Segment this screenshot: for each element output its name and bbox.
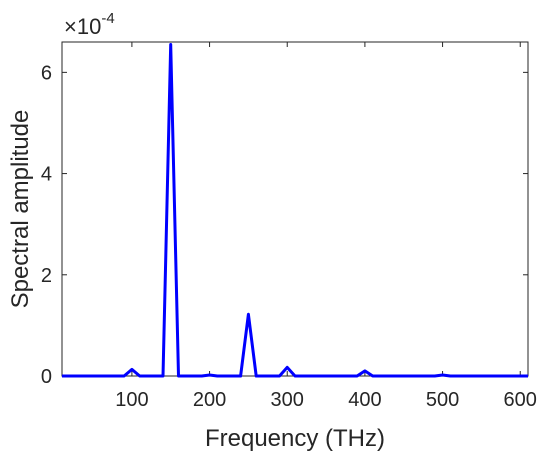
x-tick-label: 100: [115, 389, 148, 411]
y-multiplier: ×10-4: [64, 10, 115, 39]
x-tick-label: 500: [426, 389, 459, 411]
x-axis-label: Frequency (THz): [205, 425, 385, 452]
y-tick-label: 0: [41, 366, 52, 388]
y-tick-label: 2: [41, 265, 52, 287]
x-tick-label: 600: [504, 389, 537, 411]
series-line: [62, 43, 528, 378]
x-tick-label: 200: [193, 389, 226, 411]
x-tick-label: 300: [271, 389, 304, 411]
y-tick-label: 4: [41, 164, 52, 186]
axis-tick-labels: 100 200 300 400 500 600 0 2 4 6: [41, 62, 537, 411]
x-tick-label: 400: [348, 389, 381, 411]
y-tick-label: 6: [41, 62, 52, 84]
y-multiplier-base: ×10: [64, 14, 101, 39]
y-multiplier-exponent: -4: [101, 10, 114, 27]
plot-area-frame: [61, 41, 529, 377]
y-axis-label: Spectral amplitude: [7, 110, 34, 309]
